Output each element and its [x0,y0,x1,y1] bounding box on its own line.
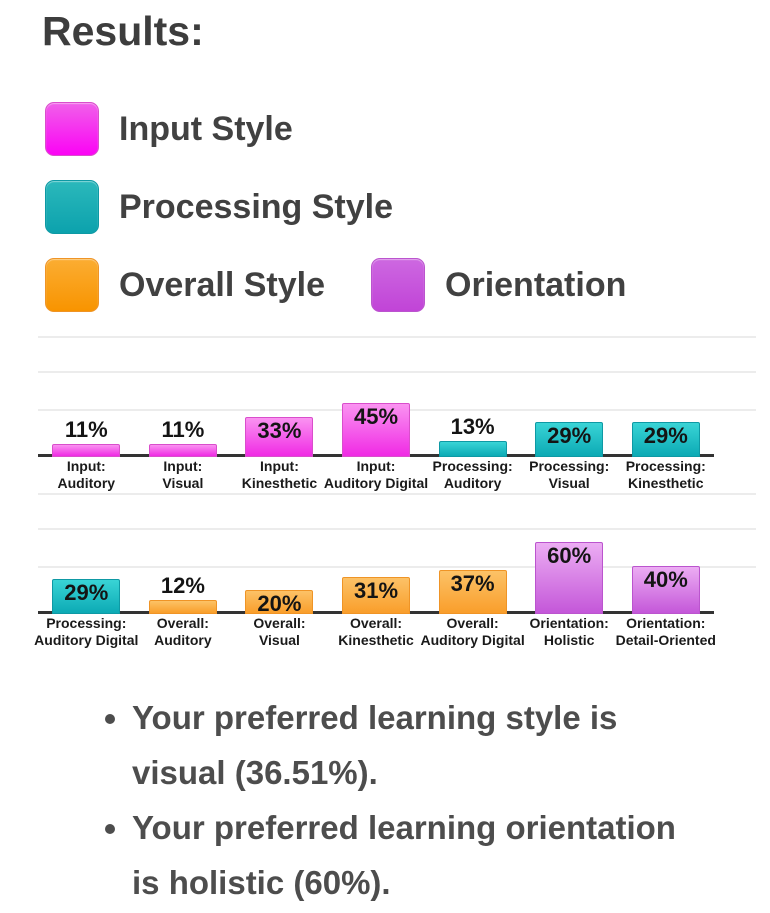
bar: 33% [245,417,314,457]
bar: 40% [631,566,700,614]
bar-category-label: Processing: Auditory Digital [34,615,139,648]
bar-value-label: 11% [64,417,108,442]
bar: 20% [245,590,314,616]
orientation-swatch-icon [371,258,426,312]
bar-columns: 11% Input: Auditory 11% Input: Visual 33% Input… [38,336,714,493]
bar-group: 13% Processing: Auditory [424,336,521,493]
gridline [38,493,756,495]
gridline [38,566,756,568]
bar [52,444,121,457]
bar-category-label: Overall: Visual [253,615,306,648]
results-summary: Your preferred learning style is visual … [100,690,700,910]
bar-value-label: 33% [257,418,302,443]
gridline [38,528,756,530]
bar-group: 33% Input: Kinesthetic [231,336,328,493]
bar-category-label: Processing: Auditory [432,458,513,491]
processing-style-swatch-icon [45,180,99,234]
bar-value-label: 13% [450,414,495,439]
bar: 37% [438,570,507,614]
bar-value-label: 29% [64,580,109,605]
bar-group: 11% Input: Visual [135,336,232,493]
legend-item-label: Input Style [119,109,293,148]
bar-value-label: 11% [161,417,205,442]
bar-category-label: Processing: Kinesthetic [625,458,706,491]
legend-item-processing-style: Processing Style [45,180,393,234]
bar: 60% [535,542,604,614]
legend-row: Processing Style [45,180,770,234]
bar-group: 29% Processing: Visual [521,336,618,493]
summary-bullet: Your preferred learning orientation is h… [132,800,700,910]
bar-value-label: 31% [353,578,399,603]
bar-group: 11% Input: Auditory [38,336,135,493]
bar-group: 20% Overall: Visual [231,493,328,650]
bar-value-label: 29% [547,423,592,448]
bar-group: 37% Overall: Auditory Digital [420,493,525,650]
bar-value-label: 29% [643,423,688,448]
bar-value-label: 37% [450,571,495,596]
bar-category-label: Input: Auditory [57,458,116,491]
gridline [38,336,756,338]
bar-group: 45% Input: Auditory Digital [324,336,428,493]
bar-value-label: 12% [160,573,205,598]
legend-item-label: Overall Style [119,265,326,304]
bar-chart-row-1: 11% Input: Auditory 11% Input: Visual 33% Input… [38,336,756,493]
bar [148,444,217,457]
legend-item-label: Processing Style [119,187,394,226]
bar-group: 60% Orientation: Holistic [521,493,618,650]
bar-group: 40% Orientation: Detail-Oriented [616,493,716,650]
bar-value-label: 40% [643,567,688,592]
bar-category-label: Input: Auditory Digital [323,458,429,491]
bar: 29% [535,422,604,457]
summary-list: Your preferred learning style is visual … [100,690,700,910]
page-title: Results: [42,8,204,54]
bar-group: 29% Processing: Auditory Digital [34,493,138,650]
input-style-swatch-icon [45,102,99,156]
bar-chart-row-2: 29% Processing: Auditory Digital 12% Overall… [34,493,756,650]
bar [438,441,507,457]
bar-group: 12% Overall: Auditory [135,493,232,650]
legend-item-overall-style: Overall Style [45,258,325,312]
bar: 29% [631,422,700,457]
legend-item-orientation: Orientation [371,258,626,312]
bar-value-label: 60% [547,543,592,568]
bar-category-label: Orientation: Detail-Oriented [615,615,716,648]
bar-group: 31% Overall: Kinesthetic [328,493,425,650]
bar-group: 29% Processing: Kinesthetic [617,336,714,493]
bar-columns: 29% Processing: Auditory Digital 12% Overall… [34,493,716,650]
bar [148,600,217,614]
bar-category-label: Overall: Kinesthetic [338,615,414,648]
bar-value-label: 20% [257,591,302,616]
bar-category-label: Input: Visual [162,458,204,491]
legend-row: Input Style [45,102,770,156]
legend-row: Overall Style Orientation [45,258,770,312]
legend-item-input-style: Input Style [45,102,293,156]
bar: 29% [52,579,121,614]
bar-category-label: Orientation: Holistic [529,615,609,648]
bar-category-label: Overall: Auditory Digital [420,615,525,648]
bar: 31% [342,577,411,614]
bar-category-label: Input: Kinesthetic [241,458,318,491]
bar-category-label: Overall: Auditory [154,615,212,648]
overall-style-swatch-icon [45,258,99,312]
chart-legend: Input Style Processing Style Overall Sty… [45,102,770,312]
bar-value-label: 45% [353,404,399,429]
summary-bullet: Your preferred learning style is visual … [132,690,700,800]
bar: 45% [342,403,411,457]
bar-category-label: Processing: Visual [529,458,610,491]
gridline [38,371,756,373]
legend-item-label: Orientation [445,265,627,304]
